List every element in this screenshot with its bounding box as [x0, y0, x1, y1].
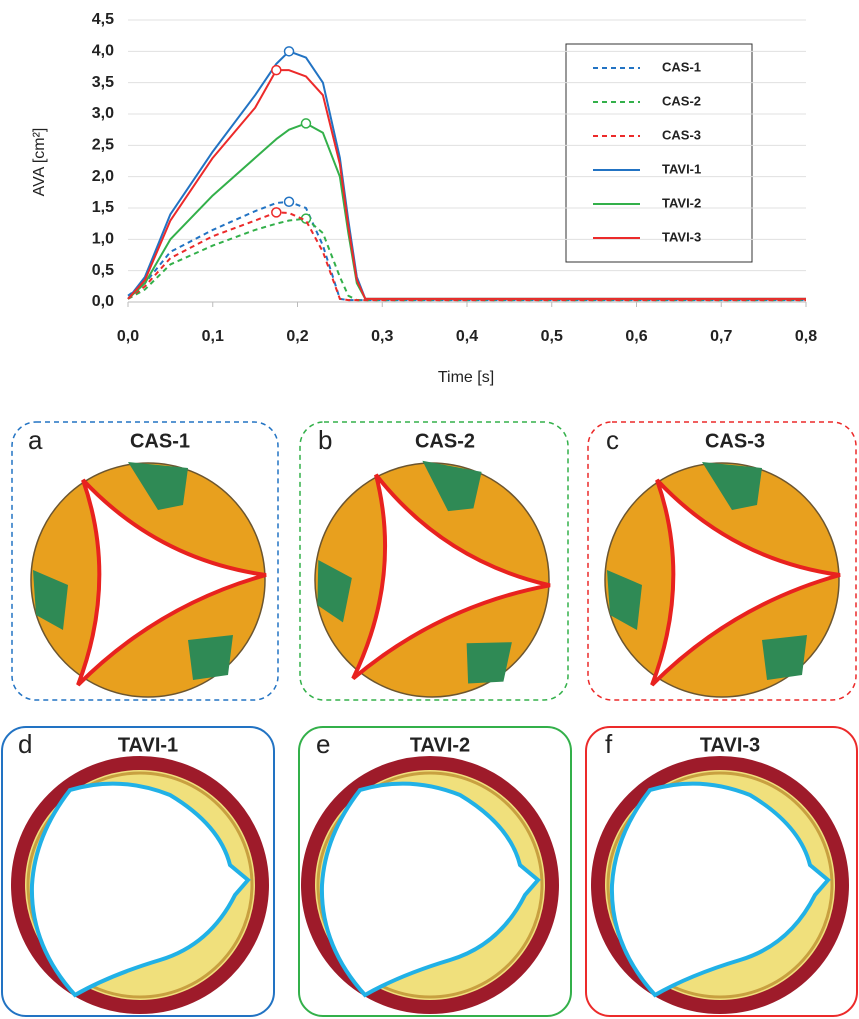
y-tick-label: 3,5 [92, 74, 114, 91]
legend-label: TAVI-2 [662, 195, 701, 210]
y-tick-label: 2,0 [92, 168, 114, 185]
x-tick-label: 0,7 [710, 328, 732, 345]
valve-image [308, 763, 552, 1007]
legend-label: CAS-2 [662, 93, 701, 108]
panel-frame [298, 726, 572, 1017]
peak-marker [271, 207, 282, 218]
panel-frame [585, 726, 858, 1017]
panel-title: TAVI-2 [410, 734, 470, 756]
x-tick-label: 0,1 [202, 328, 224, 345]
x-tick-label: 0,3 [371, 328, 393, 345]
y-tick-label: 0,0 [92, 293, 114, 310]
legend-label: TAVI-3 [662, 229, 701, 244]
valve-image [29, 460, 268, 699]
legend-label: CAS-3 [662, 127, 701, 142]
y-tick-label: 1,5 [92, 199, 114, 216]
y-tick-label: 4,0 [92, 43, 114, 60]
panel-title: CAS-2 [415, 430, 475, 452]
chart: Time [s] AVA [cm²] 0,0 0,5 1,0 1,5 2,0 2,5 3,0… [31, 11, 817, 386]
y-tick-label: 4,5 [92, 11, 114, 28]
panel-title: TAVI-1 [118, 734, 178, 756]
x-axis-label: Time [s] [438, 369, 494, 386]
panel-letter: d [18, 729, 32, 759]
peak-marker [283, 46, 295, 57]
panel-letter: c [606, 425, 619, 455]
peak-marker [283, 196, 295, 207]
x-tick-label: 0,4 [456, 328, 478, 345]
y-tick-label: 2,5 [92, 137, 114, 154]
x-tick-label: 0,5 [541, 328, 563, 345]
panel-frame [1, 726, 275, 1017]
y-axis-label: AVA [cm²] [31, 128, 48, 197]
panel-letter: e [316, 729, 330, 759]
panel-title: CAS-1 [130, 430, 190, 452]
y-tick-label: 0,5 [92, 262, 114, 279]
panel-title: CAS-3 [705, 430, 765, 452]
legend-label: TAVI-1 [662, 161, 701, 176]
panel-labels: a CAS-1 b CAS-2 c CAS-3 d TAVI-1 e TAVI-… [18, 425, 765, 759]
peak-marker [300, 118, 312, 129]
legend-label: CAS-1 [662, 59, 701, 74]
panel-letter: f [605, 729, 613, 759]
panel-title: TAVI-3 [700, 734, 760, 756]
panel-frame [587, 421, 857, 701]
series-line [127, 211, 806, 302]
panel-frames [1, 421, 858, 1017]
valve-image [603, 460, 842, 699]
x-tick-label: 0,8 [795, 328, 817, 345]
panel-frame [11, 421, 279, 701]
panel-letter: b [318, 425, 332, 455]
y-tick-label: 3,0 [92, 105, 114, 122]
x-tick-label: 0,2 [286, 328, 308, 345]
x-tick-label: 0,6 [625, 328, 647, 345]
y-tick-label: 1,0 [92, 231, 114, 248]
series-line [127, 69, 806, 300]
valve-image [598, 763, 842, 1007]
panel-frame [299, 421, 569, 701]
legend-box [565, 43, 753, 263]
valve-image [18, 763, 262, 1007]
x-tick-label: 0,0 [117, 328, 139, 345]
peak-marker [271, 64, 282, 76]
valve-image [303, 450, 562, 709]
panel-letter: a [28, 425, 43, 455]
